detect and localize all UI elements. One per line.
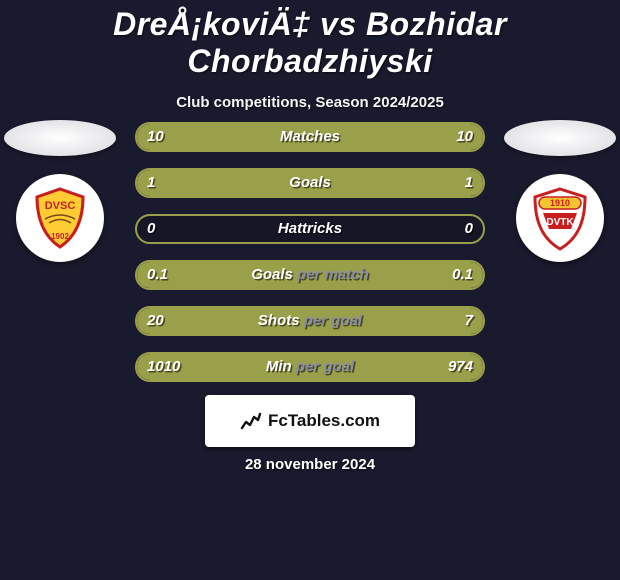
stat-label: Hattricks (135, 214, 485, 244)
right-crest-code: DVTK (546, 217, 574, 228)
fctables-text: FcTables.com (268, 411, 380, 431)
fctables-logo-icon (240, 410, 262, 432)
left-crest: DVSC 1902 (16, 174, 104, 262)
page-title: DreÅ¡koviÄ‡ vs Bozhidar Chorbadzhiyski (0, 0, 620, 80)
fctables-badge: FcTables.com (205, 395, 415, 447)
left-team-block: DVSC 1902 (0, 120, 120, 262)
stat-label: Goals (135, 168, 485, 198)
dvsc-crest-icon: DVSC 1902 (25, 183, 95, 253)
left-oval (4, 120, 116, 156)
stat-label: Shots per goal (135, 306, 485, 336)
stat-label: Goals per match (135, 260, 485, 290)
stat-row: 1010Matches (135, 122, 485, 152)
right-crest-year: 1910 (550, 198, 570, 208)
left-crest-year: 1902 (51, 232, 69, 241)
stat-row: 207Shots per goal (135, 306, 485, 336)
stat-label: Matches (135, 122, 485, 152)
date-text: 28 november 2024 (0, 456, 620, 473)
subtitle: Club competitions, Season 2024/2025 (0, 94, 620, 111)
stat-label: Min per goal (135, 352, 485, 382)
right-oval (504, 120, 616, 156)
stat-row: 1010974Min per goal (135, 352, 485, 382)
left-crest-code: DVSC (45, 200, 76, 212)
dvtk-crest-icon: 1910 DVTK (525, 183, 595, 253)
right-team-block: 1910 DVTK (500, 120, 620, 262)
right-crest: 1910 DVTK (516, 174, 604, 262)
stats-container: 1010Matches 11Goals 00Hattricks 0.10.1Goals… (135, 122, 485, 398)
stat-row: 11Goals (135, 168, 485, 198)
stat-row: 00Hattricks (135, 214, 485, 244)
stat-row: 0.10.1Goals per match (135, 260, 485, 290)
